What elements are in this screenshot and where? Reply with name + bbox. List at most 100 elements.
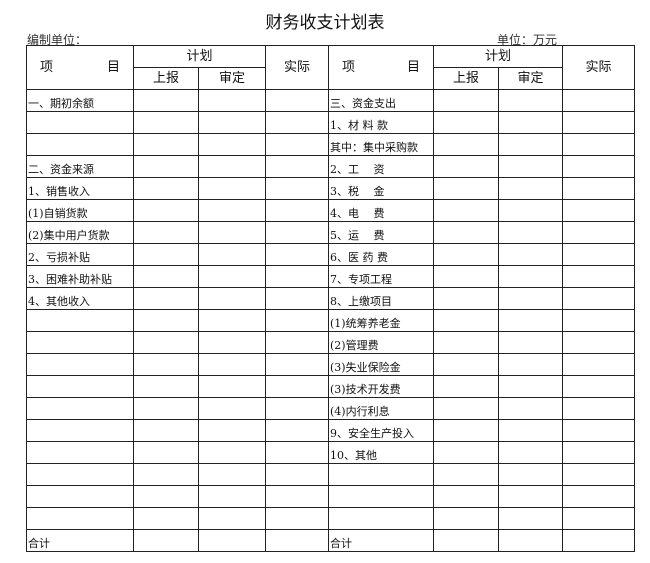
right-reported-cell[interactable]: [433, 529, 499, 552]
right-actual-cell[interactable]: [562, 177, 635, 200]
right-approved-cell[interactable]: [498, 111, 563, 134]
left-reported-cell[interactable]: [133, 111, 199, 134]
left-approved-cell[interactable]: [198, 441, 266, 464]
right-approved-cell[interactable]: [498, 287, 563, 310]
left-reported-cell[interactable]: [133, 287, 199, 310]
right-actual-cell[interactable]: [562, 353, 635, 376]
right-reported-cell[interactable]: [433, 375, 499, 398]
right-reported-cell[interactable]: [433, 419, 499, 442]
left-reported-cell[interactable]: [133, 419, 199, 442]
left-reported-cell[interactable]: [133, 353, 199, 376]
left-approved-cell[interactable]: [198, 397, 266, 420]
left-actual-cell[interactable]: [265, 507, 329, 530]
left-reported-cell[interactable]: [133, 485, 199, 508]
left-reported-cell[interactable]: [133, 133, 199, 156]
right-reported-cell[interactable]: [433, 177, 499, 200]
right-reported-cell[interactable]: [433, 243, 499, 266]
left-approved-cell[interactable]: [198, 265, 266, 288]
right-actual-cell[interactable]: [562, 397, 635, 420]
left-reported-cell[interactable]: [133, 507, 199, 530]
left-reported-cell[interactable]: [133, 199, 199, 222]
left-approved-cell[interactable]: [198, 419, 266, 442]
left-actual-cell[interactable]: [265, 419, 329, 442]
right-approved-cell[interactable]: [498, 243, 563, 266]
right-actual-cell[interactable]: [562, 265, 635, 288]
left-actual-cell[interactable]: [265, 353, 329, 376]
right-approved-cell[interactable]: [498, 265, 563, 288]
right-reported-cell[interactable]: [433, 353, 499, 376]
right-approved-cell[interactable]: [498, 199, 563, 222]
right-approved-cell[interactable]: [498, 331, 563, 354]
left-actual-cell[interactable]: [265, 243, 329, 266]
right-actual-cell[interactable]: [562, 155, 635, 178]
right-actual-cell[interactable]: [562, 243, 635, 266]
left-reported-cell[interactable]: [133, 441, 199, 464]
right-approved-cell[interactable]: [498, 155, 563, 178]
right-reported-cell[interactable]: [433, 199, 499, 222]
right-actual-cell[interactable]: [562, 199, 635, 222]
right-approved-cell[interactable]: [498, 507, 563, 530]
right-reported-cell[interactable]: [433, 155, 499, 178]
left-approved-cell[interactable]: [198, 111, 266, 134]
left-actual-cell[interactable]: [265, 133, 329, 156]
right-reported-cell[interactable]: [433, 441, 499, 464]
right-reported-cell[interactable]: [433, 133, 499, 156]
left-actual-cell[interactable]: [265, 529, 329, 552]
left-approved-cell[interactable]: [198, 243, 266, 266]
right-reported-cell[interactable]: [433, 265, 499, 288]
right-approved-cell[interactable]: [498, 419, 563, 442]
left-actual-cell[interactable]: [265, 155, 329, 178]
right-actual-cell[interactable]: [562, 463, 635, 486]
right-approved-cell[interactable]: [498, 221, 563, 244]
left-approved-cell[interactable]: [198, 375, 266, 398]
left-approved-cell[interactable]: [198, 309, 266, 332]
left-actual-cell[interactable]: [265, 441, 329, 464]
right-approved-cell[interactable]: [498, 133, 563, 156]
left-approved-cell[interactable]: [198, 463, 266, 486]
right-reported-cell[interactable]: [433, 89, 499, 112]
left-approved-cell[interactable]: [198, 133, 266, 156]
left-actual-cell[interactable]: [265, 199, 329, 222]
left-approved-cell[interactable]: [198, 507, 266, 530]
left-actual-cell[interactable]: [265, 463, 329, 486]
right-approved-cell[interactable]: [498, 353, 563, 376]
right-reported-cell[interactable]: [433, 331, 499, 354]
left-actual-cell[interactable]: [265, 221, 329, 244]
right-actual-cell[interactable]: [562, 89, 635, 112]
left-approved-cell[interactable]: [198, 177, 266, 200]
left-reported-cell[interactable]: [133, 89, 199, 112]
left-reported-cell[interactable]: [133, 463, 199, 486]
left-approved-cell[interactable]: [198, 529, 266, 552]
right-reported-cell[interactable]: [433, 463, 499, 486]
left-reported-cell[interactable]: [133, 397, 199, 420]
right-actual-cell[interactable]: [562, 529, 635, 552]
right-actual-cell[interactable]: [562, 287, 635, 310]
left-actual-cell[interactable]: [265, 331, 329, 354]
left-actual-cell[interactable]: [265, 309, 329, 332]
left-reported-cell[interactable]: [133, 221, 199, 244]
right-actual-cell[interactable]: [562, 419, 635, 442]
right-approved-cell[interactable]: [498, 375, 563, 398]
right-actual-cell[interactable]: [562, 111, 635, 134]
left-actual-cell[interactable]: [265, 397, 329, 420]
left-approved-cell[interactable]: [198, 199, 266, 222]
right-approved-cell[interactable]: [498, 529, 563, 552]
right-actual-cell[interactable]: [562, 375, 635, 398]
right-reported-cell[interactable]: [433, 485, 499, 508]
left-approved-cell[interactable]: [198, 485, 266, 508]
left-reported-cell[interactable]: [133, 265, 199, 288]
left-actual-cell[interactable]: [265, 375, 329, 398]
right-reported-cell[interactable]: [433, 111, 499, 134]
left-approved-cell[interactable]: [198, 155, 266, 178]
left-reported-cell[interactable]: [133, 155, 199, 178]
right-actual-cell[interactable]: [562, 133, 635, 156]
left-approved-cell[interactable]: [198, 221, 266, 244]
left-approved-cell[interactable]: [198, 353, 266, 376]
right-approved-cell[interactable]: [498, 309, 563, 332]
right-approved-cell[interactable]: [498, 89, 563, 112]
left-reported-cell[interactable]: [133, 331, 199, 354]
left-reported-cell[interactable]: [133, 529, 199, 552]
left-approved-cell[interactable]: [198, 287, 266, 310]
right-reported-cell[interactable]: [433, 397, 499, 420]
right-reported-cell[interactable]: [433, 507, 499, 530]
